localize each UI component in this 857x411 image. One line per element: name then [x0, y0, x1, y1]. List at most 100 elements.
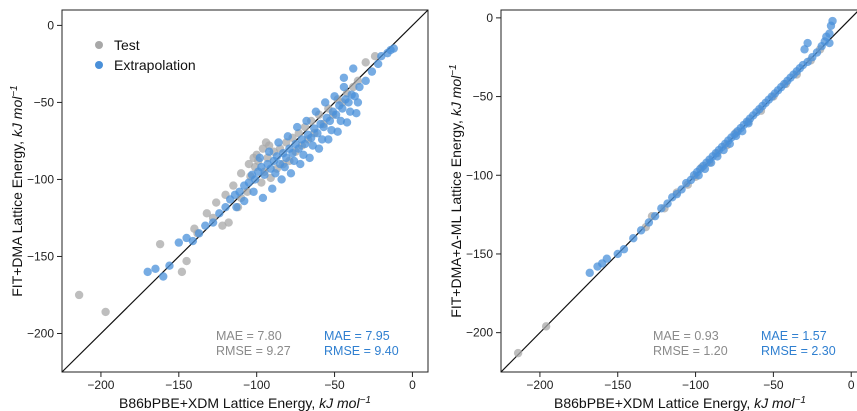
- extrapolation-point: [292, 122, 302, 132]
- x-tick-label: −50: [324, 378, 345, 392]
- left-scatter-panel: −200 −150 −100 −50 0 0 −50 −100 −150 −200 Test E…: [9, 9, 429, 411]
- extrapolation-point: [296, 159, 305, 169]
- x-axis-label: B86bPBE+XDM Lattice Energy, kJ mol−1: [119, 395, 371, 411]
- extrapolation-point: [602, 254, 612, 263]
- extrapolation-point: [706, 158, 716, 167]
- extrapolation-point: [389, 44, 398, 53]
- test-mae: MAE = 7.80: [216, 329, 282, 343]
- extrapolation-point: [825, 29, 834, 38]
- test-point: [211, 198, 221, 207]
- extrapolation-point: [345, 107, 355, 116]
- extrapolation-point: [174, 238, 184, 247]
- right-scatter-panel: −200 −150 −100 −50 0 0 −50 −100 −150 −200 MAE = …: [448, 9, 857, 411]
- test-point: [229, 181, 238, 190]
- test-point: [224, 218, 233, 227]
- legend: Test Extrapolation: [95, 37, 196, 73]
- extrapolation-point: [373, 59, 383, 69]
- test-point: [74, 290, 84, 300]
- extrapolation-point: [260, 170, 269, 180]
- test-mae: MAE = 0.93: [653, 329, 719, 343]
- y-tick-label: 0: [47, 18, 54, 32]
- extrapolation-point: [644, 218, 654, 227]
- extrapolation-point: [744, 119, 753, 128]
- extrapolation-point: [235, 187, 244, 196]
- y-tick-label: −200: [27, 326, 54, 340]
- extrapolation-point: [800, 45, 809, 54]
- extrapolation-mae: MAE = 7.95: [324, 329, 390, 343]
- extrapolation-point: [300, 139, 310, 149]
- x-tick-label: −200: [87, 378, 114, 392]
- y-tick-label: −50: [34, 95, 55, 109]
- extrapolation-point: [349, 64, 358, 73]
- extrapolation-point: [289, 156, 299, 166]
- extrapolation-point: [353, 98, 363, 107]
- extrapolation-point: [188, 236, 198, 246]
- extrapolation-point: [629, 234, 638, 243]
- extrapolation-point: [286, 169, 296, 178]
- extrapolation-point: [324, 135, 333, 144]
- extrapolation-point: [271, 169, 280, 178]
- extrapolation-point: [302, 116, 311, 126]
- extrapolation-point: [377, 52, 386, 61]
- test-rmse: RMSE = 9.27: [216, 344, 291, 358]
- test-point: [261, 138, 271, 147]
- extrapolation-point: [240, 196, 249, 206]
- extrapolation-point: [244, 178, 254, 187]
- x-ticks: −200 −150 −100 −50 0: [526, 372, 855, 392]
- test-point: [370, 52, 380, 61]
- extrapolation-point: [336, 116, 345, 126]
- x-tick-label: 0: [409, 378, 416, 392]
- extrapolation-point: [159, 272, 168, 281]
- extrapolation-point: [255, 153, 264, 163]
- y-axis-label: FIT+DMA+Δ-ML Lattice Energy, kJ mol−1: [448, 64, 465, 317]
- extrapolation-point: [274, 138, 283, 147]
- y-tick-label: −200: [466, 326, 493, 340]
- stats-box: MAE = 0.93 RMSE = 1.20 MAE = 1.57 RMSE =…: [653, 329, 836, 358]
- test-point: [101, 307, 110, 317]
- extrapolation-point: [258, 193, 268, 203]
- y-axis-label: FIT+DMA Lattice Energy, kJ mol−1: [9, 85, 26, 297]
- extrapolation-points: [585, 16, 837, 278]
- extrapolation-point: [327, 125, 336, 135]
- extrapolation-point: [306, 133, 316, 143]
- x-tick-label: −100: [682, 378, 709, 392]
- test-point: [249, 153, 258, 163]
- extrapolation-point: [694, 171, 703, 180]
- extrapolation-point: [277, 175, 286, 184]
- test-point: [177, 267, 187, 277]
- extrapolation-point: [325, 116, 335, 126]
- extrapolation-point: [201, 221, 210, 230]
- test-points: [74, 52, 380, 317]
- extrapolation-point: [339, 73, 349, 82]
- extrapolation-point: [308, 141, 317, 150]
- y-tick-label: −150: [466, 247, 493, 261]
- extrapolation-point: [803, 38, 812, 48]
- extrapolation-point: [613, 249, 622, 259]
- test-point: [155, 239, 165, 249]
- extrapolation-point: [331, 110, 341, 119]
- legend-test-label: Test: [114, 37, 140, 53]
- y-tick-label: −50: [473, 90, 494, 104]
- test-point: [361, 58, 370, 67]
- extrapolation-point: [319, 122, 328, 132]
- extrapolation-point: [585, 268, 594, 278]
- extrapolation-point: [731, 131, 741, 141]
- extrapolation-points: [143, 44, 398, 281]
- extrapolation-point: [250, 175, 260, 184]
- extrapolation-point: [272, 152, 282, 161]
- x-tick-label: −100: [243, 378, 270, 392]
- extrapolation-point: [151, 264, 160, 273]
- extrapolation-point: [249, 187, 258, 196]
- extrapolation-point: [165, 261, 174, 270]
- test-point: [349, 82, 358, 92]
- plot-frame: [500, 9, 857, 373]
- extrapolation-point: [330, 92, 339, 101]
- extrapolation-point: [738, 126, 747, 136]
- extrapolation-mae: MAE = 1.57: [761, 329, 827, 343]
- extrapolation-rmse: RMSE = 9.40: [324, 344, 399, 358]
- extrapolation-rmse: RMSE = 2.30: [761, 344, 836, 358]
- extrapolation-point: [725, 139, 735, 148]
- extrapolation-point: [619, 245, 629, 254]
- extrapolation-point: [338, 104, 347, 113]
